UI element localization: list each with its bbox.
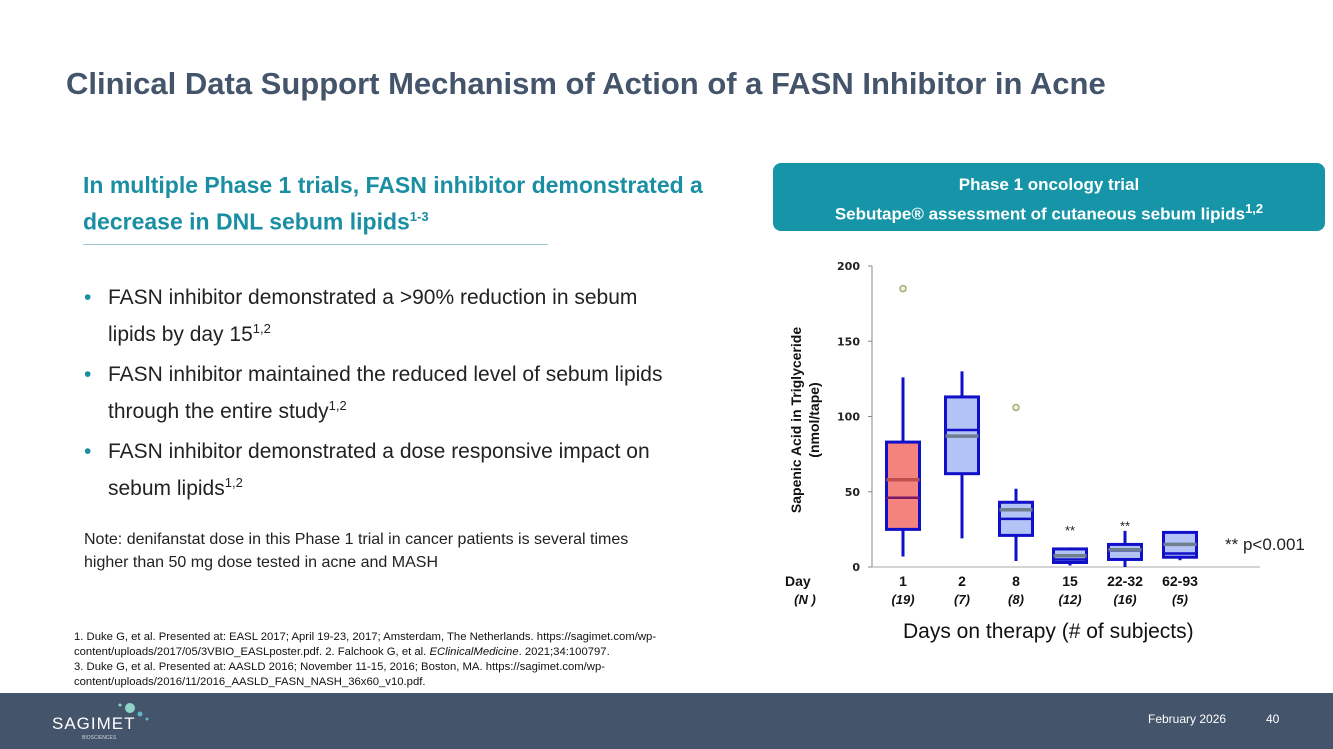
bullet-sup: 1,2: [328, 398, 347, 413]
x-tick-label: 15: [1062, 573, 1078, 589]
outlier-point: [1012, 403, 1020, 412]
chart-header-line1: Phase 1 oncology trial: [958, 175, 1140, 194]
p-value-annotation: ** p<0.001: [1225, 535, 1305, 554]
y-tick-label: 50: [845, 486, 861, 499]
outlier-point: [899, 284, 907, 293]
box: [885, 440, 921, 531]
page-number: 40: [1266, 712, 1280, 726]
n-value: (12): [1058, 592, 1081, 607]
ref-3: 3. Duke G, et al. Presented at: AASLD 20…: [74, 661, 606, 688]
y-tick-label: 100: [837, 411, 860, 424]
chart-header-line2: Sebutape® assessment of cutaneous sebum …: [834, 204, 1246, 224]
n-value: (5): [1172, 592, 1188, 607]
x-tick-label: 2: [958, 573, 966, 589]
footer-bar: [0, 693, 1333, 749]
bullet-icon: •: [84, 286, 92, 309]
x-tick-label: 62-93: [1162, 573, 1198, 589]
n-value: (8): [1008, 592, 1024, 607]
svg-text:BIOSCIENCES: BIOSCIENCES: [82, 735, 117, 741]
box: [1107, 542, 1143, 561]
bullet-icon: •: [84, 440, 92, 463]
x-axis-caption: Days on therapy (# of subjects): [903, 620, 1194, 643]
bullet-list: • FASN inhibitor demonstrated a >90% redu…: [84, 282, 684, 513]
significance-marker: **: [1120, 518, 1130, 533]
y-axis-label: Sapenic Acid in Triglyceride (nmol/tape): [788, 327, 822, 513]
note: Note: denifanstat dose in this Phase 1 t…: [84, 531, 629, 571]
x-tick-label: 1: [899, 573, 907, 589]
ref-journal: EClinicalMedicine: [429, 646, 519, 658]
bullet-sup: 1,2: [224, 475, 243, 490]
subtitle-sup: 1-3: [409, 209, 429, 224]
subtitle-text: In multiple Phase 1 trials, FASN inhibit…: [83, 172, 703, 235]
chart-header-sup: 1,2: [1245, 201, 1264, 216]
subtitle: In multiple Phase 1 trials, FASN inhibit…: [83, 170, 703, 238]
bullet-text: FASN inhibitor demonstrated a dose respo…: [108, 440, 650, 500]
bullet-icon: •: [84, 363, 92, 386]
bullet-sup: 1,2: [252, 321, 271, 336]
y-tick-label: 0: [852, 561, 860, 574]
n-value: (19): [891, 592, 914, 607]
sagimet-logo: SAGIMET BIOSCIENCES: [52, 702, 162, 747]
page-title: Clinical Data Support Mechanism of Actio…: [66, 66, 1106, 101]
references: 1. Duke G, et al. Presented at: EASL 201…: [74, 630, 794, 690]
bullet-item: • FASN inhibitor demonstrated a >90% redu…: [84, 282, 684, 350]
x-tick-label: 8: [1012, 573, 1020, 589]
n-value: (16): [1113, 592, 1136, 607]
n-label: (N ): [794, 592, 816, 607]
bullet-text: FASN inhibitor demonstrated a >90% reduc…: [108, 286, 638, 346]
footer-date: February 2026: [1148, 712, 1227, 726]
ref-2-tail: . 2021;34:100797.: [518, 646, 610, 658]
chart-header: Phase 1 oncology trial Sebutape® assessme…: [773, 163, 1325, 231]
svg-text:SAGIMET: SAGIMET: [52, 714, 136, 733]
divider: [83, 244, 548, 245]
bullet-item: • FASN inhibitor demonstrated a dose resp…: [84, 436, 684, 504]
box-plot: 0 50 100 150 200 Sapenic Acid in Triglyceride…: [785, 260, 1260, 607]
n-value: (7): [954, 592, 970, 607]
significance-marker: **: [1065, 523, 1075, 538]
y-tick-label: 150: [837, 335, 860, 348]
y-tick-label: 200: [837, 260, 860, 273]
ref-1-2: 1. Duke G, et al. Presented at: EASL 201…: [74, 631, 657, 658]
x-tick-label: 22-32: [1107, 573, 1143, 589]
bullet-item: • FASN inhibitor maintained the reduced l…: [84, 359, 684, 427]
day-label: Day: [785, 573, 811, 589]
bullet-text: FASN inhibitor maintained the reduced le…: [108, 363, 663, 423]
